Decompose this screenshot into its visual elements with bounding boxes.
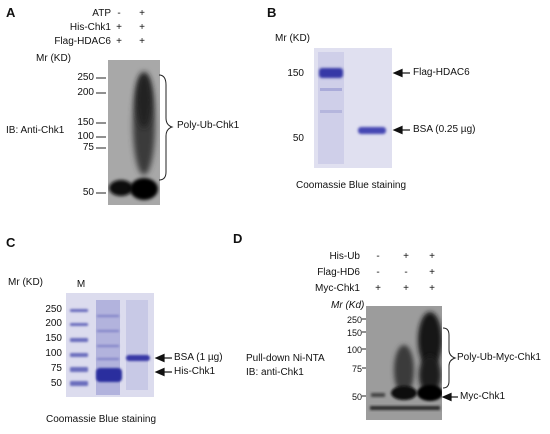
marker-d-75: 75 [351, 364, 362, 374]
band-label-bsa-b: BSA (0.25 µg) [413, 124, 476, 135]
row-label-myc-chk1: Myc-Chk1 [314, 283, 360, 294]
band-d-lane-1 [371, 393, 385, 397]
pulldown-label: Pull-down Ni-NTA [246, 353, 325, 364]
row-label-his-ub: His-Ub [329, 251, 360, 262]
marker-a-250: 250 [77, 72, 94, 83]
marker-c-200: 200 [45, 318, 62, 329]
band-label-his-chk1: His-Chk1 [174, 366, 216, 377]
panel-c-letter: C [6, 235, 16, 250]
band-d-lane-2 [391, 386, 417, 400]
bracket-label-a: Poly-Ub-Chk1 [177, 120, 240, 131]
myc-chk1-lane-2: + [403, 283, 409, 294]
mr-label-b: Mr (KD) [275, 33, 310, 44]
smear-d-lane-3 [418, 312, 442, 368]
row-label-flag-hdac6: Flag-HDAC6 [54, 36, 111, 47]
his-chk1-lane-2: + [139, 22, 145, 33]
panel-b-letter: B [267, 5, 277, 20]
marker-a-100: 100 [77, 131, 94, 142]
bracket-d [442, 327, 457, 389]
myc-chk1-lane-1: + [375, 283, 381, 294]
ib-label-a: IB: Anti-Chk1 [6, 125, 65, 136]
flag-hd6-lane-1: - [376, 267, 380, 278]
marker-d-50: 50 [351, 392, 362, 402]
marker-c-100: 100 [45, 348, 62, 359]
his-ub-lane-3: + [429, 251, 435, 262]
mr-label-c: Mr (KD) [8, 277, 43, 288]
marker-a-50: 50 [82, 187, 94, 198]
arrow-label-myc-chk1: Myc-Chk1 [460, 391, 506, 402]
band-flag-hdac6 [319, 68, 343, 78]
marker-c-50: 50 [50, 378, 62, 389]
flag-hd6-lane-2: - [404, 267, 408, 278]
marker-d-250: 250 [346, 315, 362, 325]
ib-label-d: IB: anti-Chk1 [246, 367, 304, 378]
marker-b-150: 150 [287, 68, 304, 79]
band-his-chk1 [96, 368, 122, 382]
mr-label-d: Mr (Kd) [331, 300, 365, 311]
caption-b: Coomassie Blue staining [296, 180, 407, 191]
band-bsa-b [358, 127, 386, 134]
band-label-flag-hdac6: Flag-HDAC6 [413, 67, 470, 78]
flag-hd6-lane-3: + [429, 267, 435, 278]
flag-hdac6-lane-1: + [116, 36, 122, 47]
panel-a-letter: A [6, 5, 16, 20]
marker-a-200: 200 [77, 87, 94, 98]
row-label-flag-hd6: Flag-HD6 [317, 267, 360, 278]
myc-chk1-lane-3: + [429, 283, 435, 294]
marker-c-250: 250 [45, 304, 62, 315]
flag-hdac6-lane-2: + [139, 36, 145, 47]
marker-lane-c [70, 309, 88, 386]
row-label-atp: ATP [92, 8, 111, 19]
marker-d-150: 150 [346, 328, 362, 338]
marker-a-75: 75 [82, 142, 94, 153]
band-label-bsa-c: BSA (1 µg) [174, 352, 223, 363]
bracket-a [158, 74, 174, 181]
atp-lane-1: - [117, 8, 121, 19]
band-d-lane-3 [417, 385, 442, 401]
his-ub-lane-2: + [403, 251, 409, 262]
mr-label-a: Mr (KD) [36, 53, 71, 64]
marker-a-150: 150 [77, 117, 94, 128]
band-a-lane-2 [130, 178, 158, 200]
marker-c-150: 150 [45, 333, 62, 344]
lane-label-m: M [76, 279, 86, 290]
marker-b-50: 50 [292, 133, 304, 144]
his-chk1-lane-1: + [116, 22, 122, 33]
bracket-label-d: Poly-Ub-Myc-Chk1 [457, 352, 541, 363]
band-a-lane-1 [109, 180, 133, 196]
marker-d-100: 100 [346, 345, 362, 355]
his-ub-lane-1: - [376, 251, 380, 262]
marker-c-75: 75 [50, 363, 62, 374]
row-label-his-chk1: His-Chk1 [69, 22, 111, 33]
atp-lane-2: + [139, 8, 145, 19]
caption-c: Coomassie Blue staining [46, 414, 157, 425]
panel-d-letter: D [233, 231, 243, 246]
band-bsa-c [126, 355, 150, 361]
